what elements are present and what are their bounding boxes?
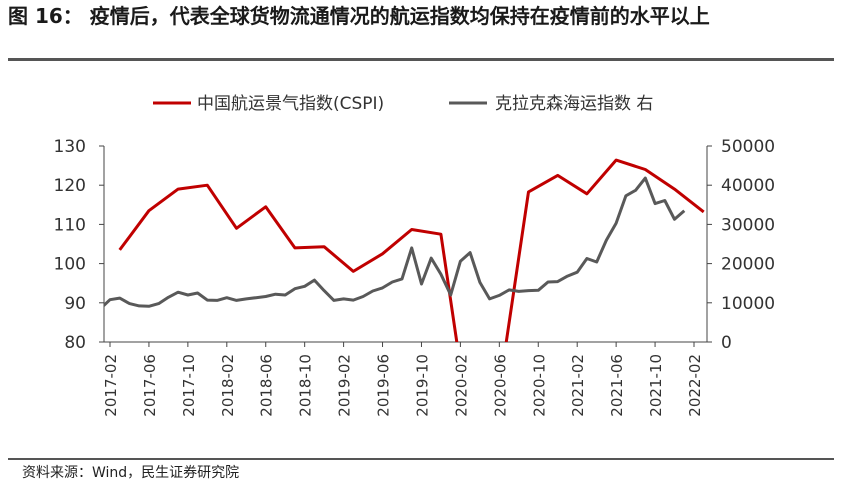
left-tick-label: 120 (54, 176, 86, 196)
figure-title: 图 16： 疫情后，代表全球货物流通情况的航运指数均保持在疫情前的水平以上 (8, 4, 710, 28)
right-tick-label: 0 (721, 333, 732, 353)
title-rule (8, 58, 834, 61)
x-tick-label: 2017-06 (141, 354, 159, 417)
axes: 80 90 100 110 120 130 0 10000 20000 30000 40000 500… (54, 137, 776, 417)
right-tick-label: 10000 (721, 294, 775, 314)
right-tick-label: 20000 (721, 255, 775, 275)
x-tick-label: 2022-02 (686, 354, 704, 417)
x-tick-label: 2020-02 (452, 354, 470, 417)
x-tick-label: 2017-10 (180, 354, 198, 417)
x-tick-label: 2018-10 (297, 354, 315, 417)
source-note: 资料来源：Wind，民生证券研究院 (22, 465, 240, 481)
x-tick-label: 2020-10 (530, 354, 548, 417)
left-tick-label: 100 (54, 255, 86, 275)
x-tick-label: 2021-10 (647, 354, 665, 417)
x-tick-label: 2019-02 (336, 354, 354, 417)
footer-rule (8, 458, 834, 460)
right-tick-label: 30000 (721, 215, 775, 235)
right-tick-label: 40000 (721, 176, 775, 196)
series-group (104, 158, 705, 342)
x-tick-label: 2021-06 (608, 354, 626, 417)
right-tick-label: 50000 (721, 137, 775, 157)
legend: 中国航运景气指数(CSPI) 克拉克森海运指数 右 (153, 94, 653, 114)
x-tick-label: 2018-06 (258, 354, 276, 417)
x-tick-label: 2018-02 (219, 354, 237, 417)
x-tick-label: 2019-06 (375, 354, 393, 417)
left-tick-label: 110 (54, 215, 86, 235)
x-tick-label: 2019-10 (413, 354, 431, 417)
cspi-line (118, 158, 705, 342)
left-tick-label: 130 (54, 137, 86, 157)
x-tick-label: 2020-06 (491, 354, 509, 417)
clarksea-line (104, 176, 686, 308)
left-tick-label: 90 (64, 294, 86, 314)
x-tick-label: 2017-02 (102, 354, 120, 417)
left-tick-label: 80 (64, 333, 86, 353)
legend-label-clarksea: 克拉克森海运指数 右 (495, 94, 653, 114)
x-tick-label: 2021-02 (569, 354, 587, 417)
legend-label-cspi: 中国航运景气指数(CSPI) (197, 94, 384, 114)
